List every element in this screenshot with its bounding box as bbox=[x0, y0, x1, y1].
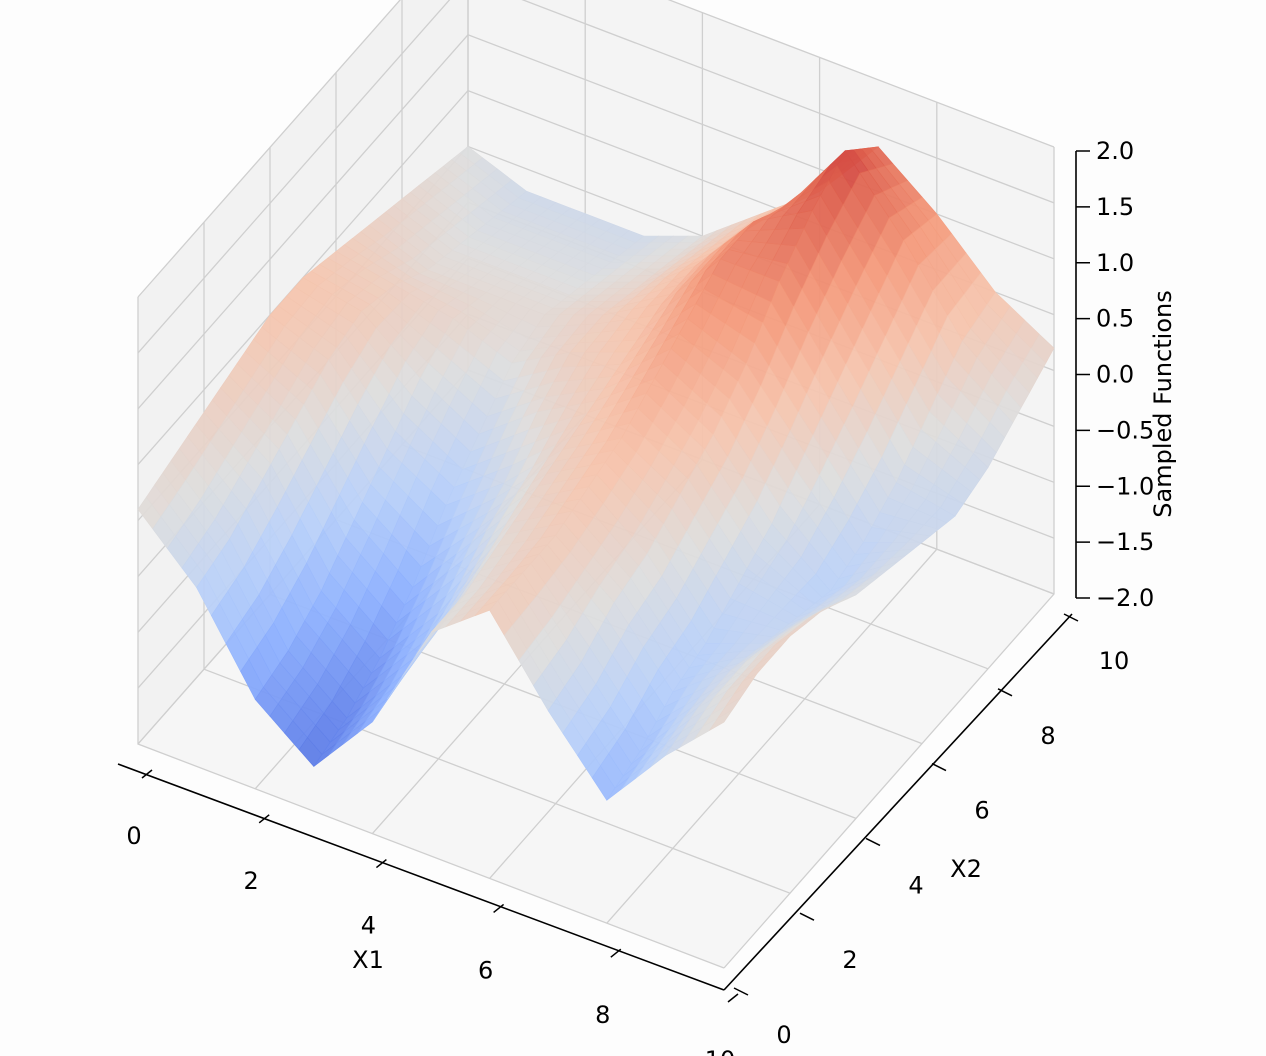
x-tick bbox=[375, 859, 387, 869]
y-tick bbox=[1063, 613, 1079, 622]
z-axis-title: Sampled Functions bbox=[1149, 290, 1177, 517]
y-tick bbox=[733, 987, 749, 996]
z-tick-label: 1.0 bbox=[1096, 249, 1134, 277]
y-tick bbox=[997, 688, 1013, 697]
y-axis-title: X2 bbox=[950, 855, 982, 883]
z-gridline bbox=[137, 0, 1055, 298]
z-tick-label: 0.0 bbox=[1096, 361, 1134, 389]
z-tick-label: −2.0 bbox=[1096, 584, 1154, 612]
x-tick-label: 10 bbox=[705, 1046, 736, 1056]
x-tick bbox=[258, 814, 270, 824]
x-tick-label: 6 bbox=[478, 956, 493, 984]
z-tick-label: −1.5 bbox=[1096, 528, 1154, 556]
y-tick bbox=[799, 912, 815, 921]
x-axis-line bbox=[117, 763, 725, 991]
z-tick-label: −0.5 bbox=[1096, 416, 1154, 444]
y-tick-label: 8 bbox=[1040, 722, 1055, 750]
x-tick bbox=[727, 993, 739, 1003]
y-tick-label: 2 bbox=[842, 946, 857, 974]
z-tick-label: 1.5 bbox=[1096, 193, 1134, 221]
x-tick bbox=[610, 948, 622, 958]
z-tick-label: 0.5 bbox=[1096, 305, 1134, 333]
y-tick-label: 10 bbox=[1099, 647, 1130, 675]
y-axis-line bbox=[723, 613, 1073, 991]
x-tick-label: 0 bbox=[126, 822, 141, 850]
y-tick-label: 4 bbox=[908, 871, 923, 899]
z-tick-label: 2.0 bbox=[1096, 137, 1134, 165]
x-axis-title: X1 bbox=[352, 946, 384, 974]
z-tick-label: −1.0 bbox=[1096, 472, 1154, 500]
x-tick-label: 8 bbox=[595, 1001, 610, 1029]
y-tick-label: 6 bbox=[974, 797, 989, 825]
x-tick bbox=[493, 903, 505, 913]
surface-facet bbox=[709, 709, 733, 731]
x-tick-label: 4 bbox=[361, 912, 376, 940]
y-tick-label: 0 bbox=[776, 1021, 791, 1049]
x-tick bbox=[141, 769, 153, 779]
x-tick-label: 2 bbox=[244, 867, 259, 895]
y-tick bbox=[865, 837, 881, 847]
axis-ticks: 0 2 4 6 8 10 0 2 4 6 8 10 −2.0 −1.5 −1.0 −0.5 0.0 0.5 1.0 1… bbox=[126, 137, 1154, 1056]
z-gridline bbox=[137, 0, 1055, 354]
y-tick bbox=[931, 762, 947, 772]
surface-plot bbox=[137, 146, 1055, 801]
